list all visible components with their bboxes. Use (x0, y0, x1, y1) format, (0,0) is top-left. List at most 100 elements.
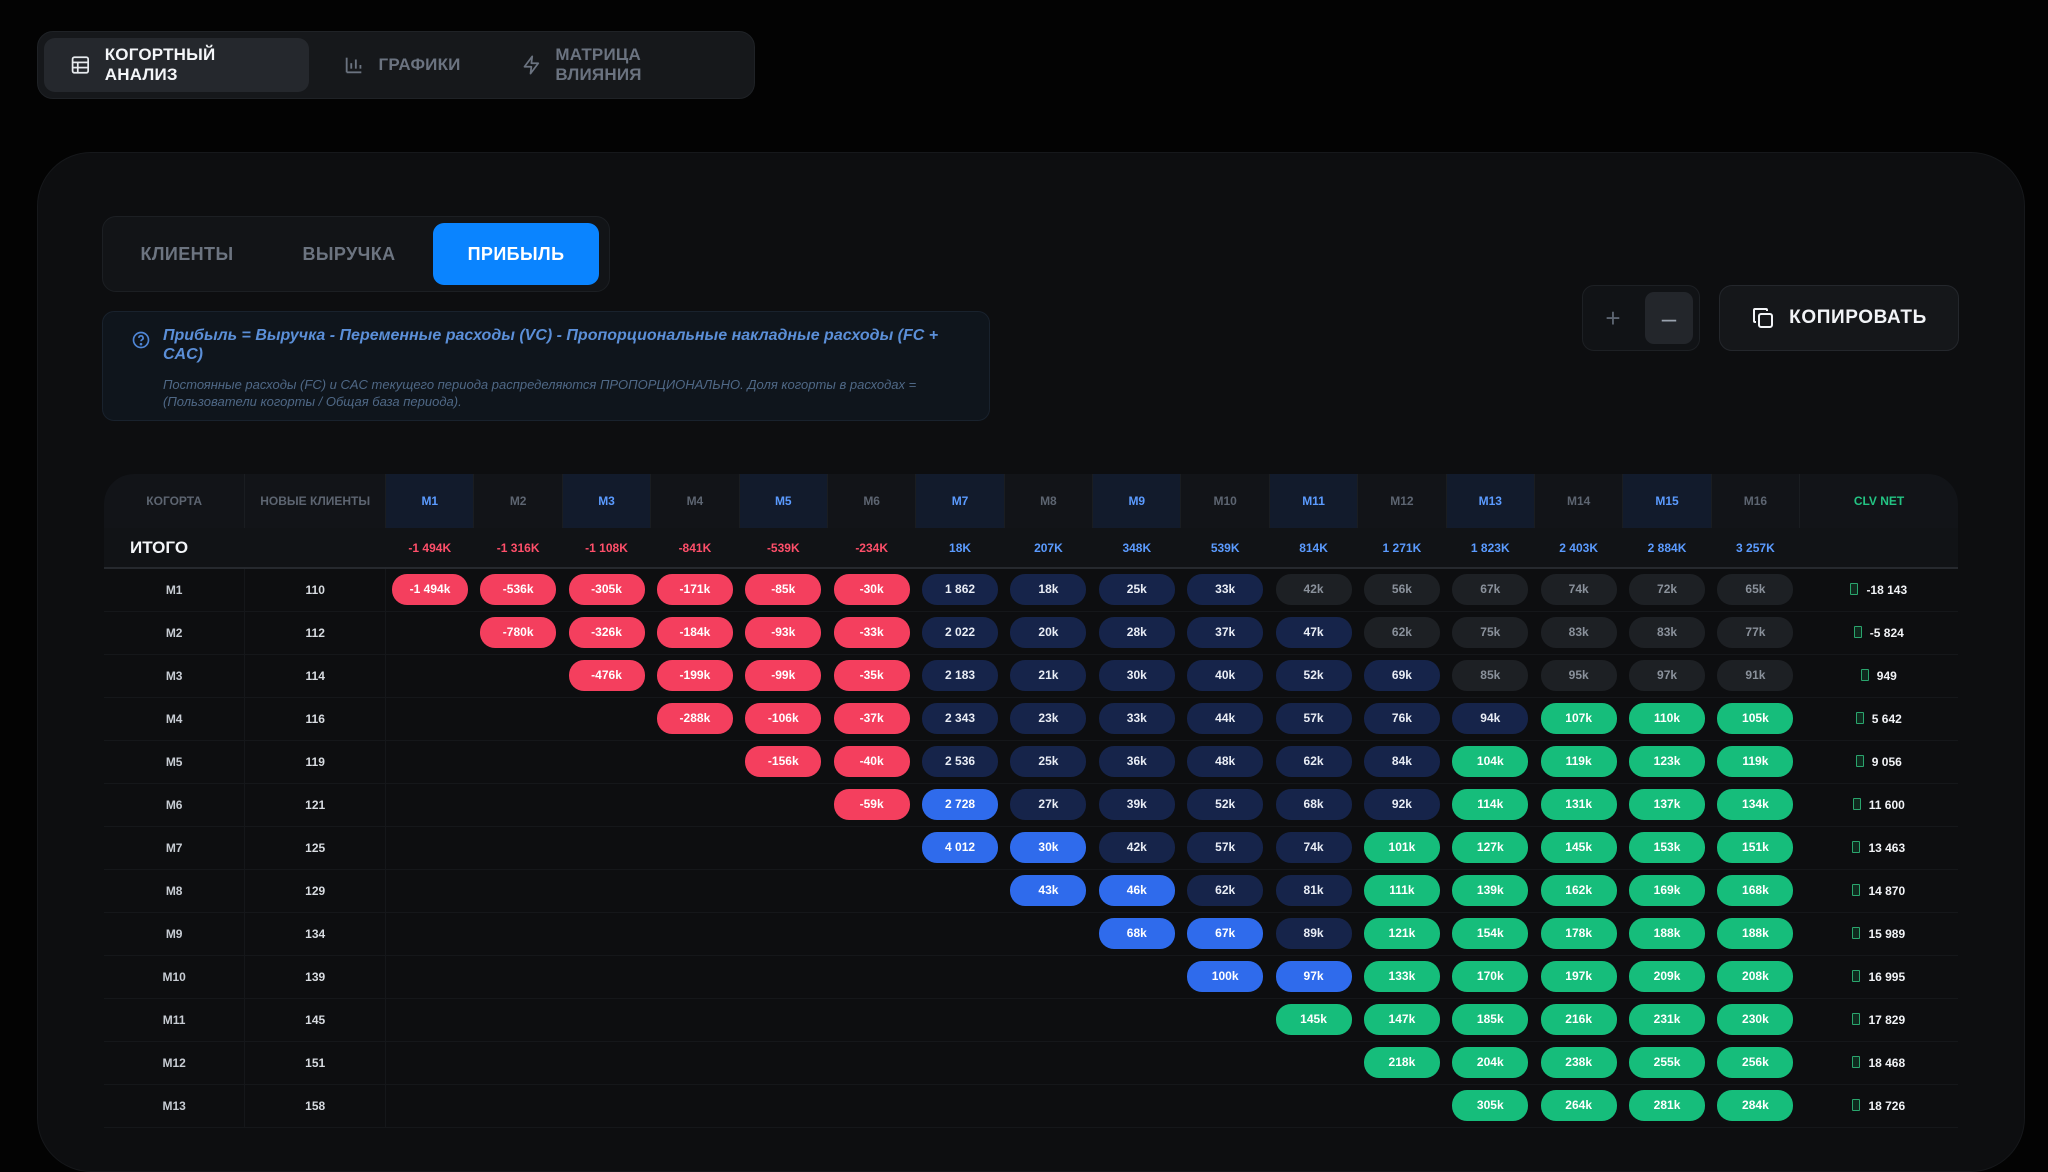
value-pill[interactable]: 42k (1275, 574, 1352, 606)
value-pill[interactable]: 95k (1540, 660, 1617, 691)
value-pill[interactable]: 209k (1629, 961, 1706, 992)
value-pill[interactable]: 42k (1098, 832, 1175, 863)
value-pill[interactable]: 168k (1717, 875, 1794, 906)
value-pill[interactable]: 255k (1629, 1047, 1706, 1078)
value-pill[interactable]: 121k (1363, 918, 1440, 949)
value-pill[interactable]: -199k (656, 660, 733, 691)
value-pill[interactable]: 127k (1452, 832, 1529, 863)
value-pill[interactable]: -93k (745, 617, 822, 648)
value-pill[interactable]: -184k (656, 617, 733, 648)
value-pill[interactable]: 39k (1098, 789, 1175, 820)
value-pill[interactable]: 21k (1010, 660, 1087, 691)
value-pill[interactable]: -35k (833, 660, 910, 691)
value-pill[interactable]: 65k (1717, 574, 1794, 606)
copy-button[interactable]: КОПИРОВАТЬ (1719, 285, 1959, 351)
value-pill[interactable]: 111k (1363, 875, 1440, 906)
value-pill[interactable]: 68k (1098, 918, 1175, 949)
value-pill[interactable]: 52k (1275, 660, 1352, 691)
value-pill[interactable]: 133k (1363, 961, 1440, 992)
value-pill[interactable]: 23k (1010, 703, 1087, 734)
tab-charts[interactable]: ГРАФИКИ (317, 38, 487, 92)
value-pill[interactable]: 27k (1010, 789, 1087, 820)
value-pill[interactable]: 101k (1363, 832, 1440, 863)
value-pill[interactable]: 72k (1629, 574, 1706, 606)
value-pill[interactable]: 230k (1717, 1004, 1794, 1035)
value-pill[interactable]: 56k (1363, 574, 1440, 606)
value-pill[interactable]: -288k (656, 703, 733, 734)
value-pill[interactable]: -780k (480, 617, 557, 648)
value-pill[interactable]: 97k (1275, 961, 1352, 992)
value-pill[interactable]: 305k (1452, 1090, 1529, 1121)
value-pill[interactable]: 139k (1452, 875, 1529, 906)
value-pill[interactable]: 151k (1717, 832, 1794, 863)
value-pill[interactable]: -476k (568, 660, 645, 691)
tab-cohort-analysis[interactable]: КОГОРТНЫЙ АНАЛИЗ (44, 38, 309, 92)
value-pill[interactable]: 218k (1363, 1047, 1440, 1078)
value-pill[interactable]: 47k (1275, 617, 1352, 648)
value-pill[interactable]: 104k (1452, 746, 1529, 777)
value-pill[interactable]: 25k (1010, 746, 1087, 777)
value-pill[interactable]: 105k (1717, 703, 1794, 734)
value-pill[interactable]: 97k (1629, 660, 1706, 691)
value-pill[interactable]: 40k (1187, 660, 1264, 691)
value-pill[interactable]: 85k (1452, 660, 1529, 691)
value-pill[interactable]: 170k (1452, 961, 1529, 992)
value-pill[interactable]: 36k (1098, 746, 1175, 777)
value-pill[interactable]: 188k (1717, 918, 1794, 949)
value-pill[interactable]: -326k (568, 617, 645, 648)
value-pill[interactable]: 91k (1717, 660, 1794, 691)
value-pill[interactable]: 197k (1540, 961, 1617, 992)
value-pill[interactable]: 137k (1629, 789, 1706, 820)
value-pill[interactable]: 67k (1187, 918, 1264, 949)
value-pill[interactable]: 208k (1717, 961, 1794, 992)
value-pill[interactable]: 30k (1010, 832, 1087, 863)
value-pill[interactable]: 89k (1275, 918, 1352, 949)
value-pill[interactable]: -171k (656, 574, 733, 606)
value-pill[interactable]: 75k (1452, 617, 1529, 648)
value-pill[interactable]: 119k (1540, 746, 1617, 777)
value-pill[interactable]: 77k (1717, 617, 1794, 648)
value-pill[interactable]: 1 862 (922, 574, 999, 606)
value-pill[interactable]: -106k (745, 703, 822, 734)
value-pill[interactable]: 134k (1717, 789, 1794, 820)
value-pill[interactable]: 2 183 (922, 660, 999, 691)
value-pill[interactable]: 107k (1540, 703, 1617, 734)
value-pill[interactable]: 67k (1452, 574, 1529, 606)
cohort-table-container[interactable]: КОГОРТА НОВЫЕ КЛИЕНТЫ M1 M2 M3 M4 M5 M6 M7 M8 M9 M1… (104, 474, 1958, 1134)
value-pill[interactable]: 147k (1363, 1004, 1440, 1035)
value-pill[interactable]: 33k (1187, 574, 1264, 606)
zoom-out-button[interactable]: – (1645, 292, 1693, 344)
value-pill[interactable]: -156k (745, 746, 822, 777)
value-pill[interactable]: 33k (1098, 703, 1175, 734)
value-pill[interactable]: 216k (1540, 1004, 1617, 1035)
value-pill[interactable]: 62k (1187, 875, 1264, 906)
value-pill[interactable]: 74k (1540, 574, 1617, 606)
value-pill[interactable]: 238k (1540, 1047, 1617, 1078)
value-pill[interactable]: 94k (1452, 703, 1529, 734)
value-pill[interactable]: 284k (1717, 1090, 1794, 1121)
value-pill[interactable]: -40k (833, 746, 910, 777)
value-pill[interactable]: 68k (1275, 789, 1352, 820)
value-pill[interactable]: 76k (1363, 703, 1440, 734)
value-pill[interactable]: 18k (1010, 574, 1087, 606)
value-pill[interactable]: 74k (1275, 832, 1352, 863)
value-pill[interactable]: -99k (745, 660, 822, 691)
value-pill[interactable]: 204k (1452, 1047, 1529, 1078)
value-pill[interactable]: 231k (1629, 1004, 1706, 1035)
value-pill[interactable]: 145k (1540, 832, 1617, 863)
value-pill[interactable]: 25k (1098, 574, 1175, 606)
value-pill[interactable]: 30k (1098, 660, 1175, 691)
value-pill[interactable]: 131k (1540, 789, 1617, 820)
value-pill[interactable]: 256k (1717, 1047, 1794, 1078)
value-pill[interactable]: -37k (833, 703, 910, 734)
value-pill[interactable]: 178k (1540, 918, 1617, 949)
value-pill[interactable]: 2 343 (922, 703, 999, 734)
value-pill[interactable]: 20k (1010, 617, 1087, 648)
value-pill[interactable]: -30k (833, 574, 910, 606)
value-pill[interactable]: 92k (1363, 789, 1440, 820)
value-pill[interactable]: 153k (1629, 832, 1706, 863)
value-pill[interactable]: -305k (568, 574, 645, 606)
value-pill[interactable]: 4 012 (922, 832, 999, 863)
value-pill[interactable]: 145k (1275, 1004, 1352, 1035)
segment-revenue[interactable]: ВЫРУЧКА (302, 243, 396, 264)
